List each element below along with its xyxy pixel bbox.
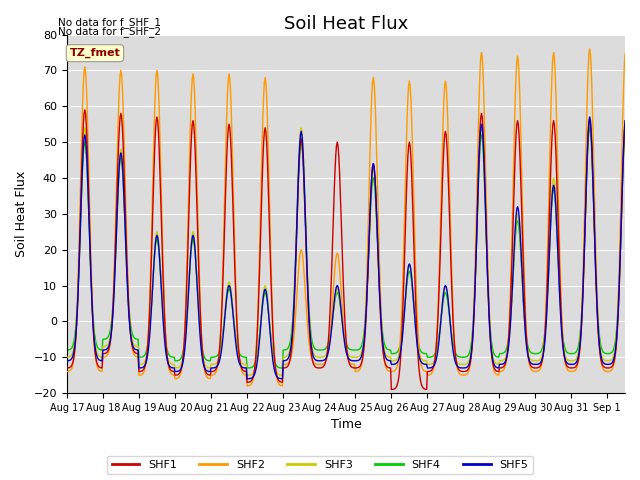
Y-axis label: Soil Heat Flux: Soil Heat Flux <box>15 171 28 257</box>
Legend: SHF1, SHF2, SHF3, SHF4, SHF5: SHF1, SHF2, SHF3, SHF4, SHF5 <box>107 456 533 474</box>
X-axis label: Time: Time <box>330 419 361 432</box>
Text: No data for f_SHF_2: No data for f_SHF_2 <box>58 26 161 37</box>
Text: No data for f_SHF_1: No data for f_SHF_1 <box>58 17 161 28</box>
Title: Soil Heat Flux: Soil Heat Flux <box>284 15 408 33</box>
Text: TZ_fmet: TZ_fmet <box>70 48 120 59</box>
